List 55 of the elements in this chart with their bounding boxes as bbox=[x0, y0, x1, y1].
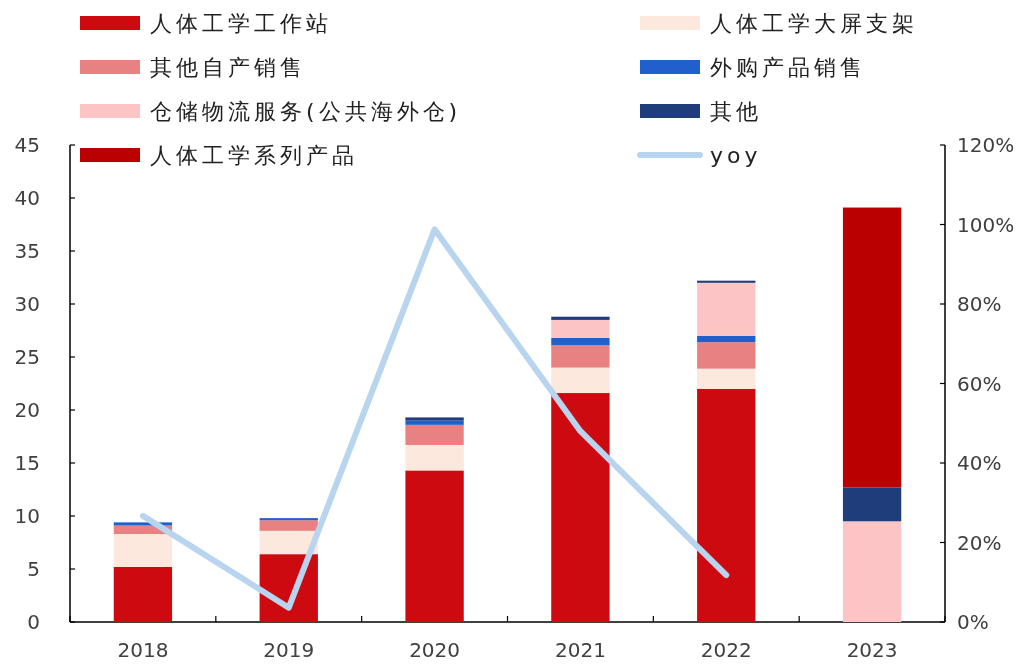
y-tick-label: 0 bbox=[27, 610, 40, 634]
bar bbox=[697, 368, 756, 389]
x-tick-label: 2022 bbox=[700, 638, 752, 662]
bar bbox=[697, 342, 756, 369]
bar bbox=[405, 417, 464, 421]
bar bbox=[551, 337, 610, 346]
y2-tick-label: 100% bbox=[957, 212, 1015, 237]
bar bbox=[842, 207, 902, 488]
y-tick-label: 30 bbox=[14, 292, 40, 316]
y-tick-label: 45 bbox=[14, 133, 40, 157]
legend-label: 人体工学系列产品 bbox=[150, 143, 358, 168]
bar bbox=[551, 316, 610, 320]
y-tick-label: 35 bbox=[14, 239, 40, 263]
bar bbox=[405, 470, 464, 622]
y-tick-label: 25 bbox=[14, 345, 40, 369]
y-tick-label: 40 bbox=[14, 186, 40, 210]
bar bbox=[405, 420, 464, 425]
y-tick-label: 5 bbox=[27, 557, 40, 581]
y2-tick-label: 80% bbox=[957, 292, 1002, 316]
bar bbox=[551, 393, 610, 622]
y-tick-label: 10 bbox=[14, 504, 40, 528]
legend-label: yoy bbox=[710, 143, 762, 168]
bar bbox=[697, 335, 756, 343]
bar bbox=[697, 280, 756, 283]
bar bbox=[842, 487, 902, 522]
y2-tick-label: 40% bbox=[957, 451, 1002, 475]
legend-label: 人体工学工作站 bbox=[150, 11, 332, 36]
bar bbox=[697, 388, 756, 622]
bar bbox=[259, 518, 318, 521]
y2-tick-label: 60% bbox=[957, 371, 1002, 396]
bar bbox=[259, 520, 318, 531]
legend-label: 人体工学大屏支架 bbox=[710, 11, 918, 36]
y2-tick-label: 20% bbox=[957, 530, 1002, 555]
legend-label: 其他 bbox=[710, 99, 762, 124]
bar bbox=[842, 521, 902, 622]
bar bbox=[697, 282, 756, 336]
x-tick-label: 2019 bbox=[263, 638, 315, 662]
x-tick-label: 2023 bbox=[846, 638, 898, 662]
legend-label: 仓储物流服务(公共海外仓) bbox=[150, 99, 462, 124]
legend-label: 其他自产销售 bbox=[150, 55, 306, 80]
x-tick-label: 2021 bbox=[554, 638, 606, 662]
bar bbox=[551, 367, 610, 394]
y2-tick-label: 120% bbox=[957, 133, 1015, 157]
y-tick-label: 15 bbox=[14, 451, 40, 475]
bar bbox=[551, 345, 610, 368]
bar bbox=[113, 566, 173, 622]
bar bbox=[551, 319, 610, 338]
legend-label: 外购产品销售 bbox=[710, 55, 866, 80]
bar bbox=[405, 424, 464, 445]
bar bbox=[405, 444, 464, 471]
x-tick-label: 2020 bbox=[409, 638, 461, 662]
x-tick-label: 2018 bbox=[117, 638, 169, 662]
y-tick-label: 20 bbox=[14, 398, 40, 422]
y2-tick-label: 0% bbox=[957, 610, 989, 634]
bar bbox=[113, 534, 173, 567]
